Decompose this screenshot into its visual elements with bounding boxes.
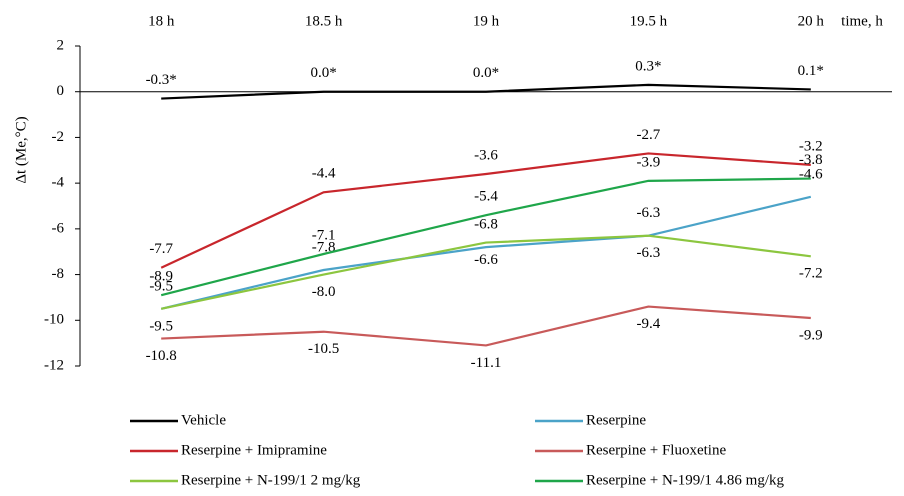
data-label: -3.9 <box>637 154 661 170</box>
y-tick-label: -10 <box>44 312 64 328</box>
legend-label: Reserpine <box>586 412 646 428</box>
series-line <box>160 152 811 269</box>
x-axis-label: time, h <box>841 13 883 29</box>
legend-label: Reserpine + Imipramine <box>181 442 327 458</box>
data-label: -10.8 <box>146 348 177 364</box>
legend-label: Reserpine + N-199/1 2 mg/kg <box>181 472 361 488</box>
legend-label: Reserpine + Fluoxetine <box>586 442 726 458</box>
data-label: 0.3* <box>635 58 661 74</box>
x-tick-label: 19.5 h <box>630 13 668 29</box>
series-line <box>161 305 811 347</box>
data-label: -6.3 <box>637 205 661 221</box>
data-label: -5.4 <box>474 189 498 205</box>
data-label: -6.3 <box>637 245 661 261</box>
data-label: -8.0 <box>312 284 336 300</box>
series-line <box>161 83 811 100</box>
y-tick-label: -2 <box>52 129 65 145</box>
x-tick-label: 18.5 h <box>305 13 343 29</box>
y-tick-label: 0 <box>57 83 65 99</box>
data-label: -2.7 <box>637 127 661 143</box>
data-label: -9.4 <box>637 316 661 332</box>
series-line <box>160 195 812 310</box>
y-tick-label: -12 <box>44 357 64 373</box>
data-label: -3.2 <box>799 138 823 154</box>
x-tick-label: 18 h <box>148 13 175 29</box>
data-label: -4.6 <box>799 166 823 182</box>
data-label: -3.8 <box>799 152 823 168</box>
series-line <box>160 177 811 297</box>
data-label: -10.5 <box>308 341 339 357</box>
data-label: -11.1 <box>471 355 502 371</box>
data-label: -0.3* <box>146 72 177 88</box>
data-label: -9.5 <box>149 278 173 294</box>
legend-label: Vehicle <box>181 412 226 428</box>
data-label: -6.6 <box>474 252 498 268</box>
data-label: 0.0* <box>473 65 499 81</box>
y-tick-label: -6 <box>52 220 65 236</box>
legend-label: Reserpine + N-199/1 4.86 mg/kg <box>586 472 785 488</box>
x-tick-label: 20 h <box>798 13 825 29</box>
data-label: -3.6 <box>474 147 498 163</box>
y-tick-label: -4 <box>52 175 65 191</box>
y-tick-label: 2 <box>57 37 65 53</box>
data-label: -7.1 <box>312 227 336 243</box>
y-tick-label: -8 <box>52 266 65 282</box>
data-label: -7.8 <box>312 239 336 255</box>
data-label: -7.7 <box>149 241 173 257</box>
data-label: -6.8 <box>474 217 498 233</box>
series-line <box>160 234 811 310</box>
data-label: -7.2 <box>799 266 823 282</box>
data-label: 0.0* <box>310 65 336 81</box>
data-label: -9.9 <box>799 327 823 343</box>
data-label: -9.5 <box>149 318 173 334</box>
data-label: -8.9 <box>149 269 173 285</box>
data-label: 0.1* <box>798 63 824 79</box>
y-axis-label: Δt (Me,°C) <box>13 116 29 183</box>
data-label: -4.4 <box>312 166 336 182</box>
x-tick-label: 19 h <box>473 13 500 29</box>
